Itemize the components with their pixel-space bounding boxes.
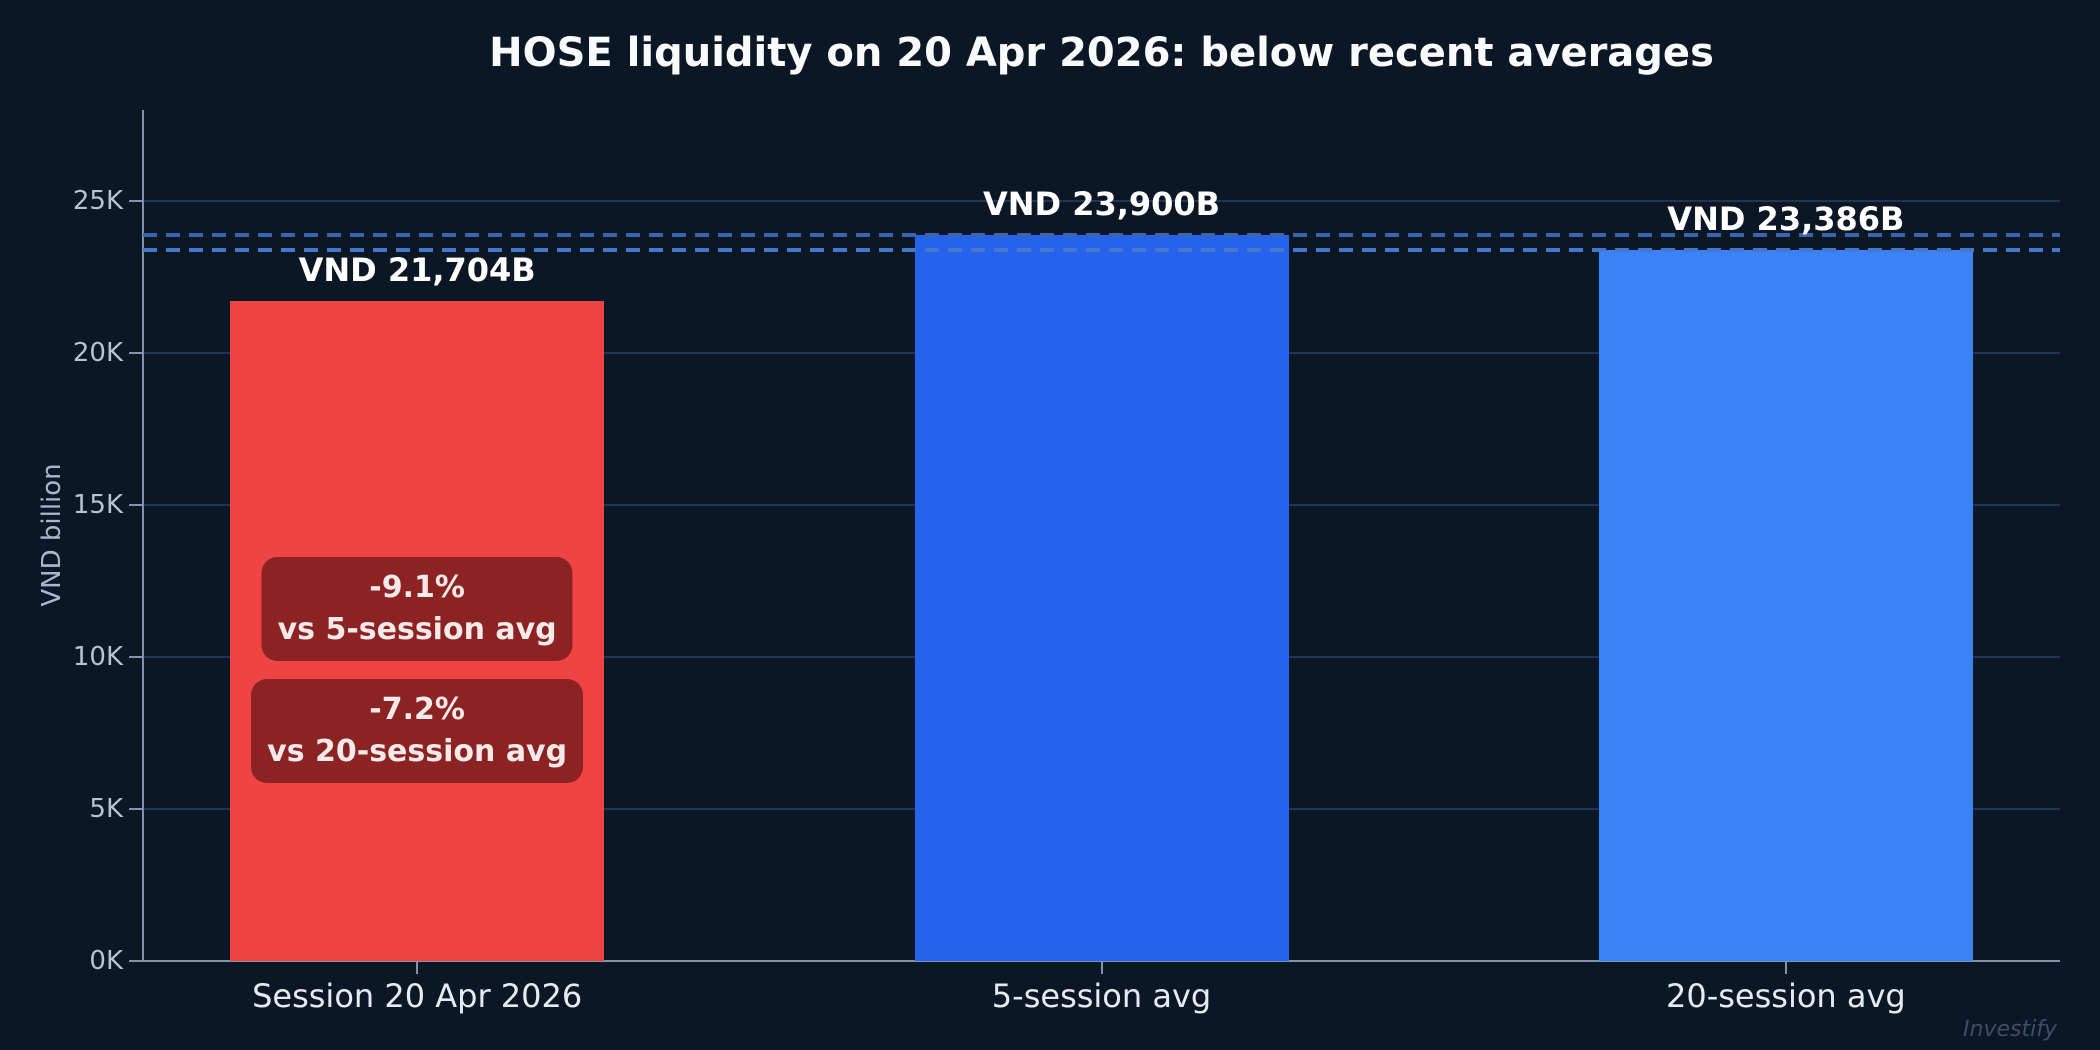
chart-title: HOSE liquidity on 20 Apr 2026: below rec… <box>489 30 1714 76</box>
y-tick-mark-25K <box>129 200 143 203</box>
y-tick-label-15K: 15K <box>72 490 123 521</box>
annotation-pct-1: -9.1% <box>369 569 465 605</box>
annotation-box-2: -7.2% vs 20-session avg <box>251 679 584 784</box>
y-tick-mark-10K <box>129 656 143 659</box>
y-tick-label-5K: 5K <box>89 794 123 825</box>
y-tick-mark-15K <box>129 504 143 507</box>
y-axis-line <box>142 110 144 961</box>
y-tick-label-20K: 20K <box>72 338 123 369</box>
x-axis-line <box>143 960 2060 962</box>
bar-value-label-3: VND 23,386B <box>1667 200 1905 239</box>
y-axis-title: VND billion <box>37 463 67 607</box>
x-tick-mark-1 <box>416 961 419 974</box>
gridline-25K <box>143 200 2060 203</box>
x-category-label-3: 20-session avg <box>1665 977 1906 1015</box>
bar-3 <box>1598 250 1973 961</box>
y-tick-mark-20K <box>129 352 143 355</box>
watermark: Investify <box>1963 1017 2057 1042</box>
x-category-label-1: Session 20 Apr 2026 <box>252 977 583 1015</box>
reference-line-1 <box>143 232 2060 237</box>
annotation-caption-1: vs 5-session avg <box>277 611 557 647</box>
x-category-label-2: 5-session avg <box>991 977 1212 1015</box>
x-tick-mark-3 <box>1784 961 1787 974</box>
plot-area: 0K 5K 10K 15K 20K 25K VND 21,704B Session 20 Ap… <box>73 110 2060 1015</box>
bar-value-label-1: VND 21,704B <box>298 251 536 290</box>
y-tick-mark-5K <box>129 808 143 811</box>
annotation-box-1: -9.1% vs 5-session avg <box>261 556 573 661</box>
y-tick-label-10K: 10K <box>72 642 123 673</box>
bar-value-label-2: VND 23,900B <box>982 184 1221 223</box>
y-tick-mark-0K <box>129 960 143 962</box>
annotation-caption-2: vs 20-session avg <box>267 734 568 770</box>
annotation-pct-2: -7.2% <box>369 692 465 728</box>
y-tick-label-0K: 0K <box>89 946 123 976</box>
x-tick-mark-2 <box>1100 961 1103 974</box>
bar-2 <box>914 234 1289 961</box>
y-tick-label-25K: 25K <box>72 186 123 217</box>
reference-line-2 <box>143 248 2060 253</box>
